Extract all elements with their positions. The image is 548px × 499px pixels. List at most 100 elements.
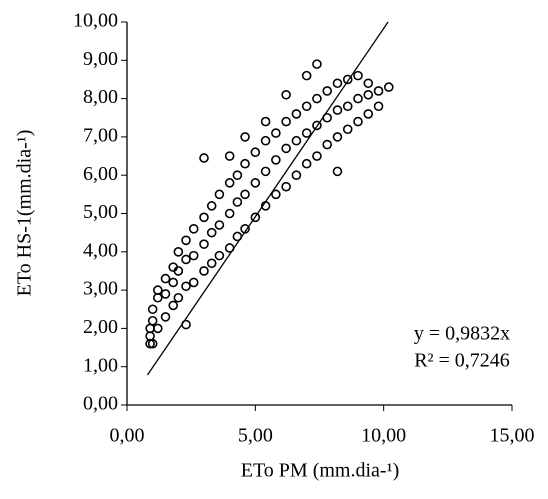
data-point — [240, 132, 250, 142]
data-point — [199, 212, 209, 223]
data-point — [342, 101, 353, 112]
data-point — [181, 254, 191, 265]
data-point — [271, 128, 281, 138]
data-point — [291, 170, 302, 180]
data-point — [173, 247, 184, 257]
y-tick-label: 8,00 — [83, 86, 118, 108]
data-point — [322, 139, 333, 150]
data-point — [199, 153, 209, 163]
y-axis-title: ETo HS-1(mm.dia-¹) — [14, 130, 36, 297]
data-point — [281, 143, 291, 154]
y-tick-label: 10,00 — [73, 10, 118, 32]
x-tick-label: 5,00 — [238, 425, 273, 447]
data-point — [342, 74, 353, 85]
data-point — [373, 101, 384, 112]
data-point — [160, 289, 171, 299]
x-tick-label: 0,00 — [110, 425, 145, 447]
data-point — [312, 59, 322, 69]
y-tick-label: 9,00 — [83, 48, 118, 70]
data-point — [322, 86, 333, 96]
data-point — [206, 227, 217, 238]
data-point — [271, 189, 281, 200]
data-point — [250, 147, 261, 158]
data-point — [291, 109, 302, 119]
data-point — [260, 135, 271, 146]
data-point — [301, 101, 312, 112]
data-point — [188, 277, 199, 288]
data-point — [147, 338, 158, 349]
data-point — [147, 304, 158, 315]
x-axis-title: ETo PM (mm.dia-¹) — [241, 460, 399, 482]
data-point — [224, 151, 235, 161]
data-point — [181, 235, 191, 246]
data-point — [199, 266, 209, 276]
data-point — [353, 70, 363, 81]
data-point — [160, 273, 171, 284]
data-point — [188, 250, 199, 261]
y-tick-label: 6,00 — [83, 163, 118, 185]
data-point — [332, 166, 343, 177]
data-point — [291, 135, 302, 146]
data-point — [353, 116, 363, 127]
data-point — [250, 178, 261, 188]
data-point — [363, 78, 374, 89]
data-point — [373, 86, 384, 96]
data-point — [312, 93, 322, 104]
data-point — [240, 189, 250, 200]
data-point — [181, 281, 191, 292]
data-point — [160, 312, 171, 322]
trendline-equation: y = 0,9832x — [414, 323, 510, 345]
y-tick-label: 7,00 — [83, 124, 118, 146]
y-tick-label: 4,00 — [83, 239, 118, 261]
y-tick-label: 0,00 — [83, 393, 118, 415]
data-point — [214, 250, 225, 261]
data-point — [199, 239, 209, 249]
data-point — [260, 166, 271, 177]
data-point — [312, 151, 322, 161]
data-point — [173, 292, 184, 303]
y-tick-label: 5,00 — [83, 201, 118, 223]
data-point — [383, 82, 394, 92]
data-point — [153, 323, 163, 334]
data-point — [281, 89, 291, 100]
y-tick-label: 3,00 — [83, 278, 118, 300]
data-point — [301, 70, 312, 81]
data-point — [168, 277, 178, 288]
data-point — [301, 128, 312, 138]
data-point — [250, 212, 261, 223]
data-point — [145, 323, 155, 334]
data-point — [332, 132, 343, 142]
data-point — [271, 155, 281, 165]
data-point — [145, 331, 155, 341]
data-point — [342, 124, 353, 135]
data-point — [206, 201, 217, 211]
x-tick-label: 15,00 — [490, 425, 535, 447]
data-point — [332, 105, 343, 115]
y-tick-label: 1,00 — [83, 354, 118, 376]
data-point — [153, 285, 163, 295]
data-point — [173, 266, 184, 276]
r-squared: R² = 0,7246 — [414, 350, 510, 372]
data-point — [363, 109, 374, 119]
x-tick-label: 10,00 — [361, 425, 406, 447]
data-point — [281, 116, 291, 127]
trendline — [146, 21, 389, 376]
data-point — [240, 158, 250, 169]
data-point — [224, 178, 235, 188]
data-point — [363, 89, 374, 100]
data-point — [232, 197, 243, 207]
data-point — [332, 78, 343, 89]
data-point — [312, 120, 322, 131]
y-tick-label: 2,00 — [83, 316, 118, 338]
data-point — [224, 208, 235, 219]
data-point — [188, 224, 199, 234]
data-point — [206, 258, 217, 269]
data-point — [214, 220, 225, 230]
data-point — [214, 189, 225, 200]
data-point — [147, 315, 158, 326]
data-point — [232, 170, 243, 180]
data-point — [260, 116, 271, 127]
data-point — [301, 158, 312, 169]
